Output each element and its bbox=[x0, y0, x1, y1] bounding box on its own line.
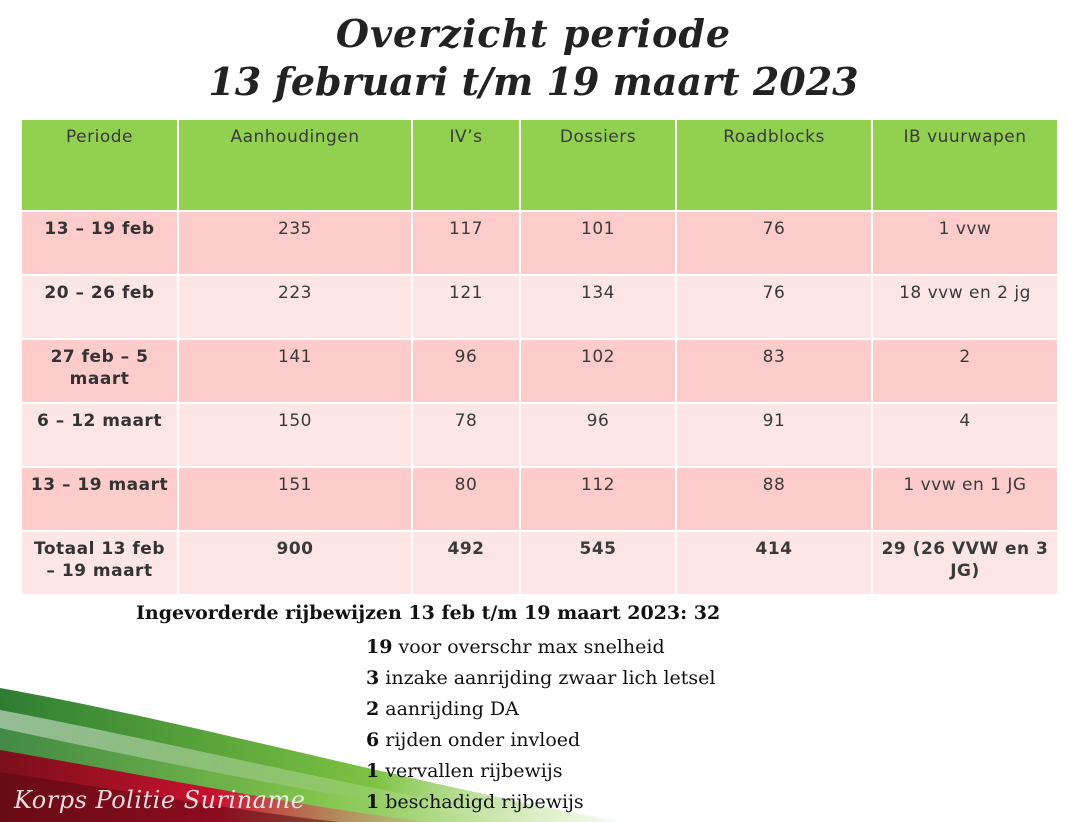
list-item: 1 beschadigd rijbewijs bbox=[366, 787, 716, 818]
item-count: 2 bbox=[366, 698, 380, 720]
item-count: 1 bbox=[366, 760, 380, 782]
column-header: Roadblocks bbox=[675, 118, 873, 212]
item-text: rijden onder invloed bbox=[379, 729, 581, 751]
title-line-1: Overzicht periode bbox=[335, 11, 732, 56]
column-header: Periode bbox=[20, 118, 179, 212]
table-cell: 78 bbox=[411, 402, 521, 468]
table-cell: 83 bbox=[675, 338, 873, 404]
table-cell: 80 bbox=[411, 466, 521, 532]
period-cell: 13 – 19 feb bbox=[20, 210, 179, 276]
table-row: 13 – 19 feb 235 117 101 76 1 vvw bbox=[20, 210, 1059, 276]
item-count: 6 bbox=[366, 729, 380, 751]
period-cell: 6 – 12 maart bbox=[20, 402, 179, 468]
table-total-row: Totaal 13 feb – 19 maart 900 492 545 414… bbox=[20, 530, 1059, 596]
item-text: beschadigd rijbewijs bbox=[379, 791, 584, 813]
period-overview-table: Periode Aanhoudingen IV’s Dossiers Roadb… bbox=[20, 118, 1059, 596]
period-cell: 27 feb – 5 maart bbox=[20, 338, 179, 404]
table-cell: 235 bbox=[177, 210, 413, 276]
table-cell: 96 bbox=[411, 338, 521, 404]
period-cell: 13 – 19 maart bbox=[20, 466, 179, 532]
item-count: 3 bbox=[366, 667, 380, 689]
list-item: 1 vervallen rijbewijs bbox=[366, 756, 716, 787]
table-cell: 151 bbox=[177, 466, 413, 532]
title-line-2: 13 februari t/m 19 maart 2023 bbox=[208, 59, 859, 104]
column-header: IB vuurwapen bbox=[871, 118, 1059, 212]
table-cell: 2 bbox=[871, 338, 1059, 404]
table-cell: 141 bbox=[177, 338, 413, 404]
list-item: 6 rijden onder invloed bbox=[366, 725, 716, 756]
table-cell: 900 bbox=[177, 530, 413, 596]
table-cell: 91 bbox=[675, 402, 873, 468]
table-cell: 102 bbox=[519, 338, 677, 404]
table-cell: 150 bbox=[177, 402, 413, 468]
table-cell: 4 bbox=[871, 402, 1059, 468]
item-text: voor overschr max snelheid bbox=[392, 636, 665, 658]
item-count: 1 bbox=[366, 791, 380, 813]
column-header: Dossiers bbox=[519, 118, 677, 212]
table-cell: 492 bbox=[411, 530, 521, 596]
table-cell: 29 (26 VVW en 3 JG) bbox=[871, 530, 1059, 596]
table-header-row: Periode Aanhoudingen IV’s Dossiers Roadb… bbox=[20, 118, 1059, 212]
table-cell: 545 bbox=[519, 530, 677, 596]
table-cell: 134 bbox=[519, 274, 677, 340]
table-cell: 96 bbox=[519, 402, 677, 468]
table-cell: 414 bbox=[675, 530, 873, 596]
table-cell: 1 vvw bbox=[871, 210, 1059, 276]
period-cell: 20 – 26 feb bbox=[20, 274, 179, 340]
item-text: inzake aanrijding zwaar lich letsel bbox=[379, 667, 716, 689]
list-item: 19 voor overschr max snelheid bbox=[366, 632, 716, 663]
table-cell: 121 bbox=[411, 274, 521, 340]
table-cell: 88 bbox=[675, 466, 873, 532]
table-cell: 76 bbox=[675, 210, 873, 276]
list-item: 3 inzake aanrijding zwaar lich letsel bbox=[366, 663, 716, 694]
summary-heading: Ingevorderde rijbewijzen 13 feb t/m 19 m… bbox=[136, 602, 721, 624]
column-header: IV’s bbox=[411, 118, 521, 212]
table-row: 13 – 19 maart 151 80 112 88 1 vvw en 1 J… bbox=[20, 466, 1059, 532]
item-text: vervallen rijbewijs bbox=[379, 760, 563, 782]
summary-list: 19 voor overschr max snelheid 3 inzake a… bbox=[366, 632, 716, 818]
table-cell: 117 bbox=[411, 210, 521, 276]
brand-swoosh-graphic bbox=[0, 688, 620, 822]
item-count: 19 bbox=[366, 636, 393, 658]
table-cell: 18 vvw en 2 jg bbox=[871, 274, 1059, 340]
item-text: aanrijding DA bbox=[379, 698, 519, 720]
table-cell: 1 vvw en 1 JG bbox=[871, 466, 1059, 532]
table-row: 20 – 26 feb 223 121 134 76 18 vvw en 2 j… bbox=[20, 274, 1059, 340]
column-header: Aanhoudingen bbox=[177, 118, 413, 212]
list-item: 2 aanrijding DA bbox=[366, 694, 716, 725]
table-row: 6 – 12 maart 150 78 96 91 4 bbox=[20, 402, 1059, 468]
period-cell: Totaal 13 feb – 19 maart bbox=[20, 530, 179, 596]
table-cell: 76 bbox=[675, 274, 873, 340]
table-cell: 112 bbox=[519, 466, 677, 532]
brand-name: Korps Politie Suriname bbox=[14, 786, 306, 814]
table-cell: 223 bbox=[177, 274, 413, 340]
table-cell: 101 bbox=[519, 210, 677, 276]
table-row: 27 feb – 5 maart 141 96 102 83 2 bbox=[20, 338, 1059, 404]
